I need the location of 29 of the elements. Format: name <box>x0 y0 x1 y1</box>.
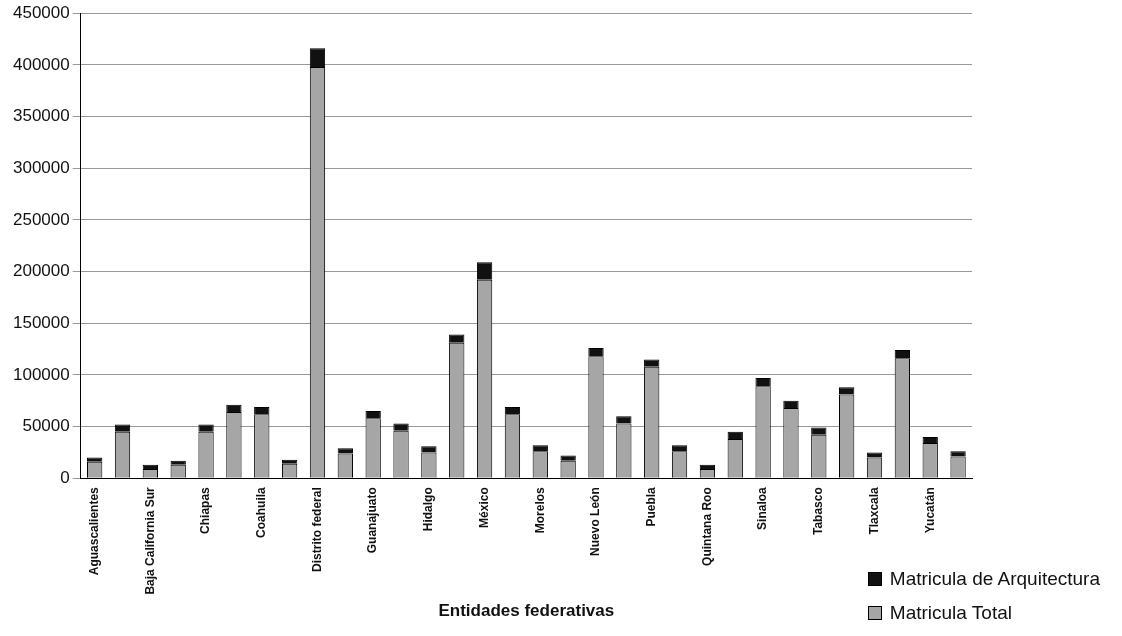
x-tick-label: Morelos <box>532 486 547 534</box>
x-tick-label: Puebla <box>644 486 659 527</box>
x-tick-label: Chiapas <box>198 486 213 534</box>
y-tick-label: 300000 <box>12 157 70 177</box>
legend-label: Matricula Total <box>889 602 1012 624</box>
y-tick-label: 250000 <box>12 209 70 229</box>
y-tick-label: 0 <box>60 467 70 487</box>
y-tick-label: 400000 <box>12 54 70 74</box>
x-axis-title: Entidades federativas <box>438 601 615 621</box>
x-tick-label: Quintana Roo <box>699 487 714 566</box>
y-tick-label: 150000 <box>12 312 70 332</box>
x-tick-label: Baja California Sur <box>142 486 157 595</box>
y-tick-label: 450000 <box>12 2 70 22</box>
y-tick-label: 100000 <box>12 364 70 384</box>
x-tick-label: Distrito federal <box>309 487 324 572</box>
x-tick-label: Tabasco <box>811 487 826 536</box>
x-tick-label: Nuevo León <box>588 487 603 556</box>
x-tick-label: Hidalgo <box>421 487 436 532</box>
x-tick-label: Aguascalientes <box>86 486 101 576</box>
y-tick-label: 50000 <box>22 416 70 436</box>
x-tick-label: México <box>476 487 491 528</box>
x-tick-label: Coahuila <box>254 486 269 538</box>
x-tick-label: Sinaloa <box>755 486 770 530</box>
x-tick-label: Yucatán <box>922 487 937 534</box>
y-tick-label: 350000 <box>12 106 70 126</box>
legend-label: Matricula de Arquitectura <box>889 568 1100 590</box>
x-tick-label: Guanajuato <box>365 487 380 554</box>
y-tick-label: 200000 <box>12 261 70 281</box>
x-tick-label: Tlaxcala <box>866 486 881 535</box>
